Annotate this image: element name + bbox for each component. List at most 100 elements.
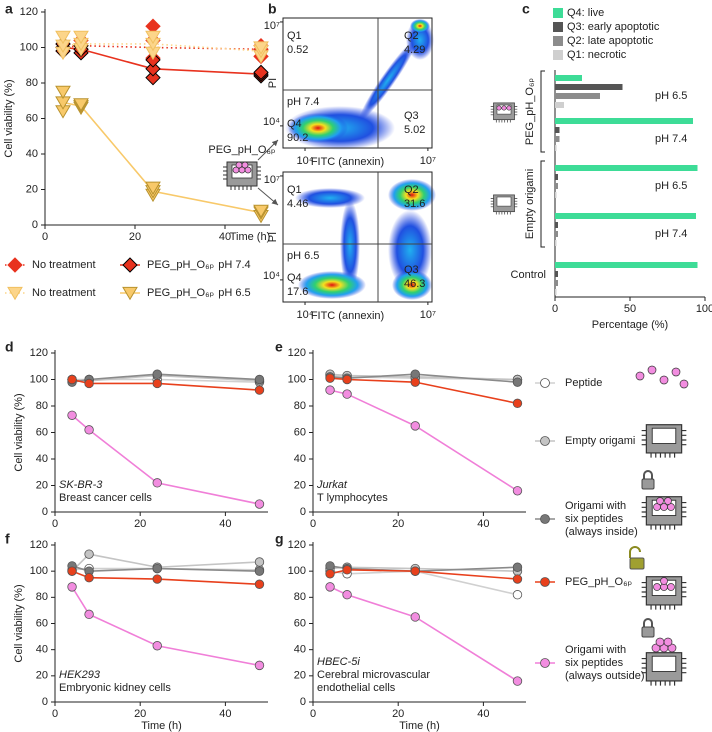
- quadrant-value: 0.52: [287, 44, 308, 56]
- x-tick-label: 0: [52, 518, 58, 530]
- bar: [555, 231, 558, 237]
- y-tick-label: 80: [26, 77, 38, 89]
- quadrant-name: Q1: [287, 184, 302, 196]
- annotation: T lymphocytes: [317, 492, 388, 504]
- point: [84, 609, 94, 620]
- legend-label: (always inside): [565, 526, 638, 538]
- x-tick-label: 10⁴: [297, 309, 314, 321]
- triangle-marker: [55, 85, 71, 100]
- x-tick-label: 10⁷: [420, 155, 436, 167]
- x-tick-label: 50: [624, 303, 636, 315]
- bar: [555, 289, 557, 295]
- series-line: [62, 101, 262, 214]
- bar: [555, 174, 558, 180]
- x-axis-label: FITC (annexin): [311, 156, 384, 168]
- x-tick-label: 0: [52, 708, 58, 720]
- legend-label: six peptides: [565, 513, 624, 525]
- y-tick-label: 0: [42, 696, 48, 708]
- point: [84, 549, 94, 559]
- bar: [555, 75, 582, 81]
- legend-condition: pH 7.4: [218, 259, 250, 271]
- quadrant-value: 46.3: [404, 278, 425, 290]
- y-axis-label: Cell viability (%): [13, 584, 25, 662]
- group-label: PEG_pH_O₆ₚ: [524, 78, 536, 146]
- point: [152, 641, 162, 651]
- point: [254, 566, 265, 576]
- legend-label: PEG_pH_O₆ₚ: [147, 259, 215, 271]
- x-tick-label: 20: [134, 708, 146, 720]
- series-line: [329, 570, 518, 596]
- y-tick-label: 10⁴: [263, 270, 280, 282]
- y-tick-label: 0: [300, 506, 306, 518]
- quadrant-value: 4.46: [287, 198, 308, 210]
- point: [342, 374, 352, 385]
- category-label: pH 6.5: [655, 90, 687, 102]
- y-axis-label: PI: [267, 232, 279, 242]
- series-line: [71, 570, 260, 586]
- triangle-marker: [73, 98, 89, 112]
- x-tick-label: 20: [134, 518, 146, 530]
- triangle-marker: [145, 30, 161, 45]
- y-tick-label: 40: [26, 148, 38, 160]
- legend-label: PEG_pH_O₆ₚ: [147, 287, 215, 299]
- icons: [222, 102, 689, 687]
- point: [512, 676, 523, 686]
- point: [67, 582, 77, 592]
- series-line: [71, 378, 260, 391]
- point: [410, 421, 420, 431]
- y-tick-label: 60: [26, 112, 38, 124]
- y-tick-label: 40: [36, 644, 48, 656]
- point: [254, 385, 265, 395]
- point: [152, 563, 162, 574]
- quadrant-name: Q4: [287, 118, 302, 130]
- point: [254, 499, 265, 509]
- panel-letter: f: [5, 531, 10, 547]
- point: [325, 561, 335, 571]
- panel-letter: a: [5, 1, 13, 17]
- point: [152, 369, 162, 379]
- y-tick-label: 60: [294, 617, 306, 629]
- density: [298, 271, 366, 299]
- y-tick-label: 40: [36, 453, 48, 465]
- series-line: [71, 553, 260, 572]
- point: [325, 373, 335, 383]
- annotation: endothelial cells: [317, 682, 396, 694]
- y-tick-label: 120: [20, 6, 38, 18]
- legend-label: Peptide: [565, 377, 602, 389]
- series-line: [71, 586, 260, 667]
- y-tick-label: 80: [36, 591, 48, 603]
- point: [325, 385, 335, 395]
- quadrant-name: Q2: [404, 30, 419, 42]
- condition-label: pH 7.4: [287, 96, 319, 108]
- x-tick-label: 20: [392, 518, 404, 530]
- triangle-marker: [253, 204, 269, 219]
- panel-letter: b: [268, 1, 277, 17]
- legend-label: No treatment: [32, 287, 96, 299]
- panel-letter: e: [275, 339, 283, 355]
- legend-swatch: [553, 22, 563, 32]
- panel-letter: g: [275, 531, 284, 547]
- diamond-marker: [145, 69, 161, 86]
- quadrant-value: 17.6: [287, 286, 308, 298]
- triangle-marker: [7, 286, 23, 301]
- legend-marker: [540, 514, 550, 524]
- legend-label: PEG_pH_O₆ₚ: [565, 576, 633, 588]
- triangle-marker: [55, 30, 71, 45]
- density: [388, 210, 432, 290]
- point: [67, 566, 77, 576]
- diamond-marker: [122, 257, 138, 273]
- y-tick-label: 80: [294, 400, 306, 412]
- triangle-marker: [253, 41, 269, 55]
- density: [388, 179, 436, 211]
- x-tick-label: 0: [310, 708, 316, 720]
- legend-marker: [540, 378, 550, 388]
- diamond-marker: [253, 64, 269, 81]
- point: [84, 573, 94, 583]
- bar: [555, 222, 558, 228]
- y-tick-label: 40: [294, 453, 306, 465]
- category-label: pH 7.4: [655, 133, 687, 145]
- y-tick-label: 20: [36, 479, 48, 491]
- series-line: [71, 414, 260, 505]
- bar: [555, 127, 560, 133]
- bar: [555, 213, 696, 219]
